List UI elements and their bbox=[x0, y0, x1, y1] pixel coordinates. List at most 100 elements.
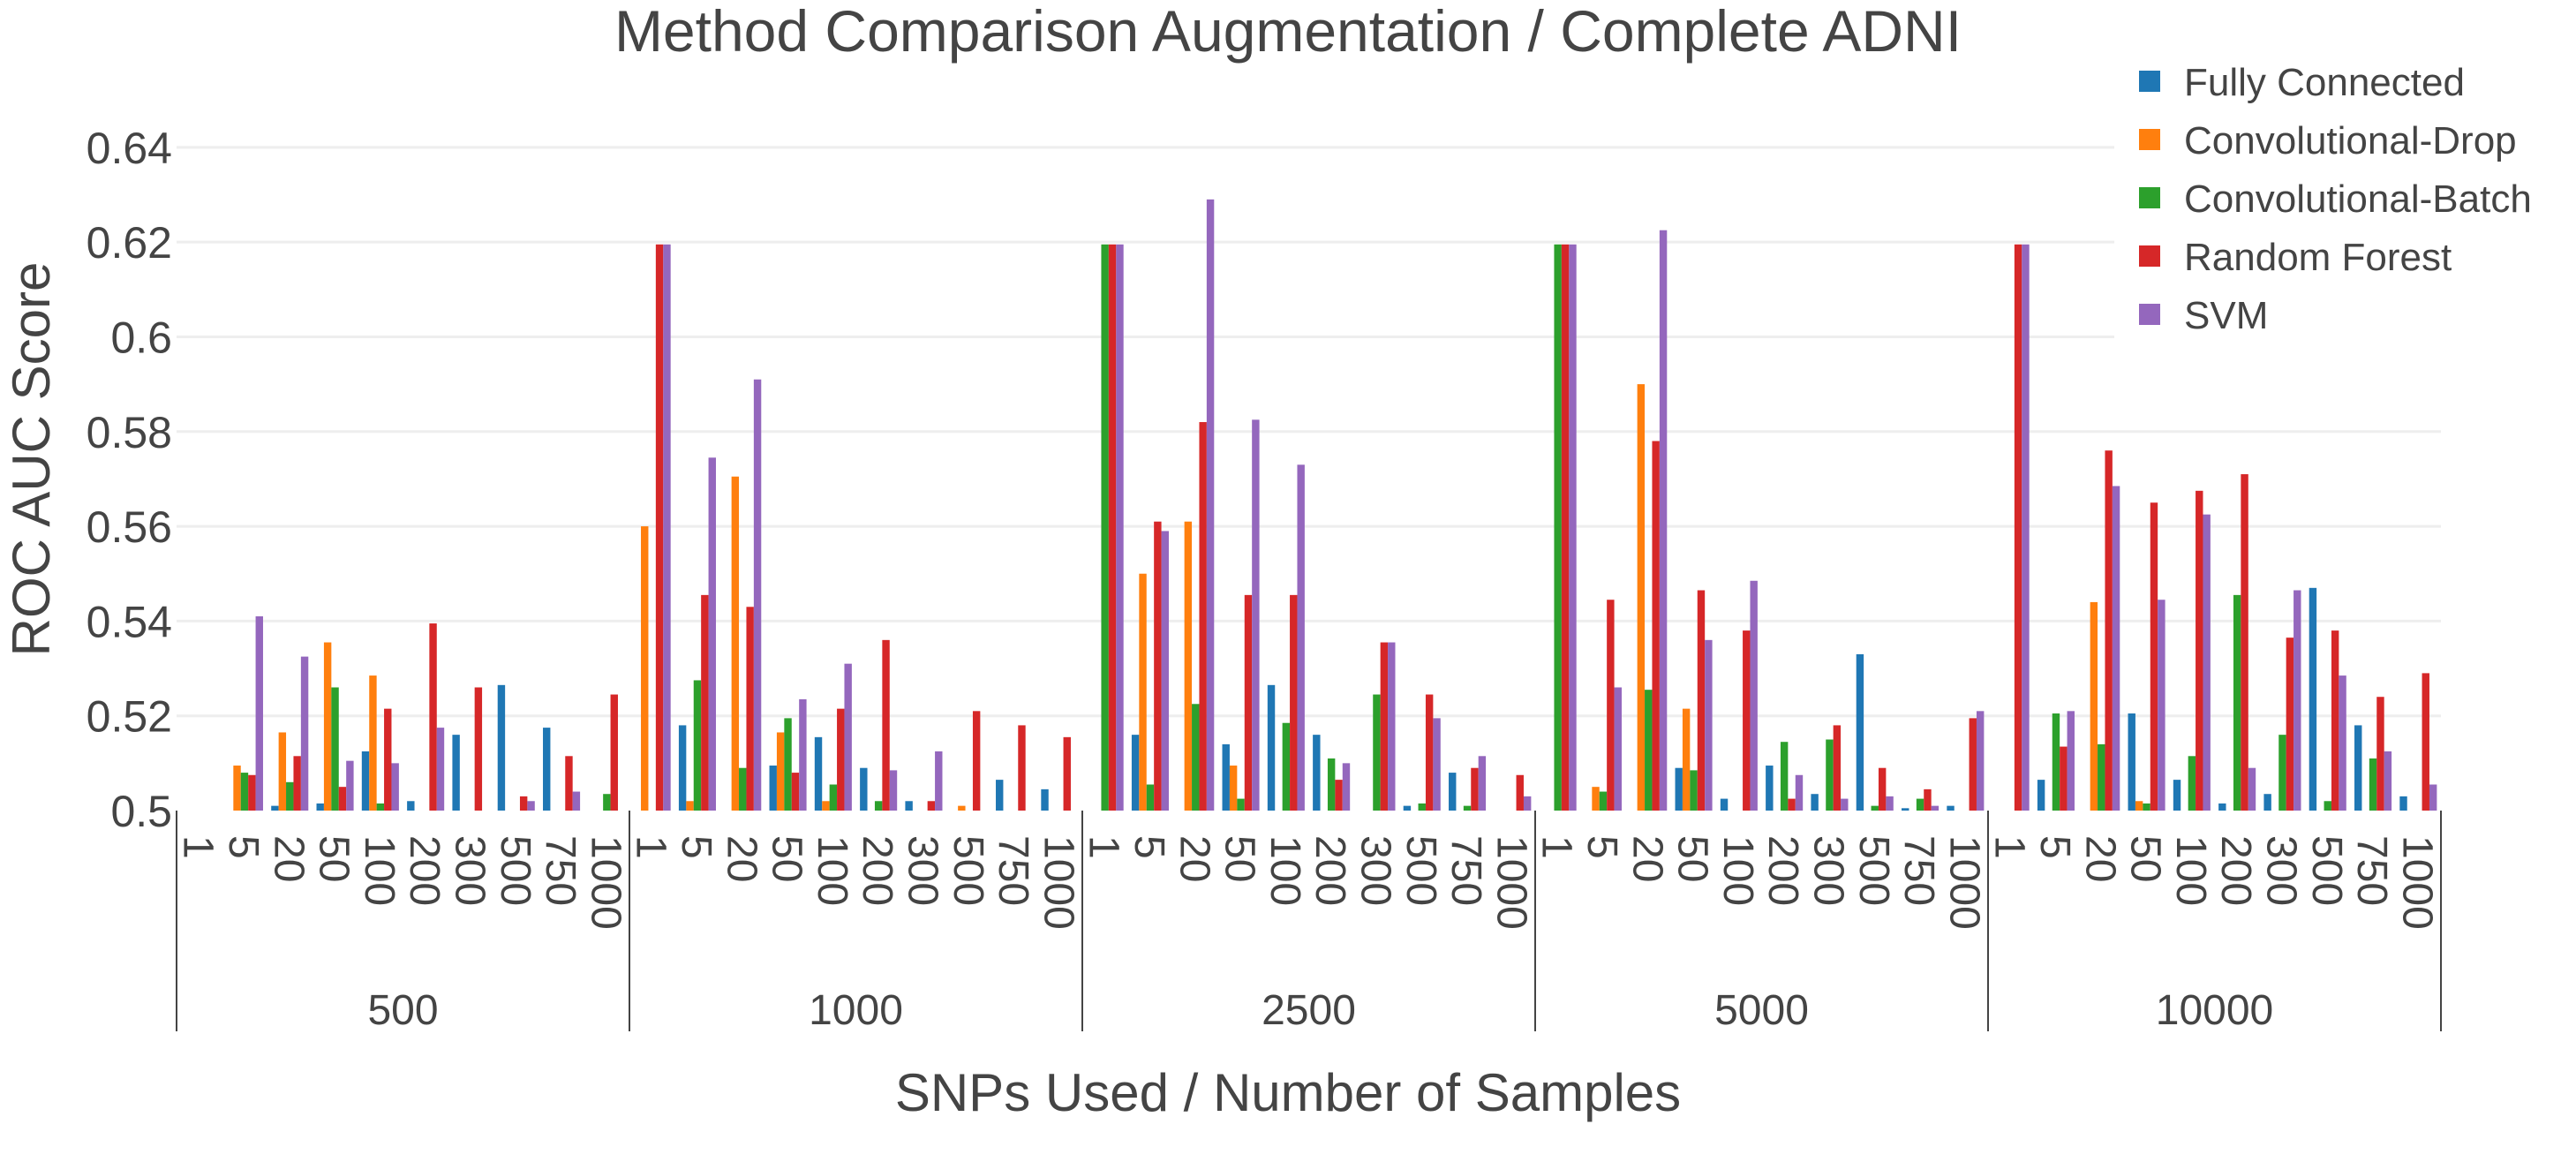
bar-fully-connected bbox=[1856, 653, 1864, 811]
group-label: 2500 bbox=[1262, 987, 1356, 1034]
bar-svm bbox=[2384, 751, 2392, 811]
bar-random-forest bbox=[2331, 630, 2339, 811]
x-tick-label: 1 bbox=[1081, 835, 1127, 859]
bar-fully-connected bbox=[1947, 805, 1955, 811]
bar-svm bbox=[1433, 718, 1441, 811]
bar-random-forest bbox=[2150, 502, 2158, 811]
bar-random-forest bbox=[1788, 798, 1796, 811]
bar-fully-connected bbox=[1131, 735, 1140, 811]
bar-convolutional-drop bbox=[822, 801, 830, 811]
bar-convolutional-batch bbox=[1554, 244, 1562, 811]
bar-convolutional-batch bbox=[1645, 690, 1653, 811]
bar-svm bbox=[2158, 600, 2165, 811]
x-tick-label: 750 bbox=[1442, 835, 1489, 906]
bar-random-forest bbox=[1878, 767, 1887, 811]
x-tick-label: 50 bbox=[1669, 835, 1716, 882]
bar-convolutional-drop bbox=[1184, 521, 1193, 811]
x-tick-label: 100 bbox=[809, 835, 855, 906]
x-tick-label: 200 bbox=[854, 835, 900, 906]
x-tick-label: 500 bbox=[2303, 835, 2350, 906]
bar-convolutional-batch bbox=[1146, 784, 1155, 811]
legend-background bbox=[2114, 53, 2576, 344]
legend-swatch bbox=[2139, 71, 2160, 92]
x-tick-label: 300 bbox=[446, 835, 493, 906]
bar-convolutional-drop bbox=[2090, 601, 2098, 811]
bar-svm bbox=[1388, 642, 1396, 811]
x-tick-labels: 1520501002003005007501000152050100200300… bbox=[175, 835, 2441, 930]
bar-random-forest bbox=[746, 607, 754, 811]
x-tick-label: 750 bbox=[2348, 835, 2395, 906]
y-tick-label: 0.64 bbox=[87, 124, 172, 173]
bar-convolutional-batch bbox=[2278, 735, 2286, 811]
bar-svm bbox=[1976, 711, 1985, 811]
x-tick-label: 500 bbox=[945, 835, 991, 906]
bar-convolutional-drop bbox=[1637, 384, 1646, 811]
bar-svm bbox=[1206, 199, 1215, 811]
x-tick-label: 1000 bbox=[2393, 835, 2440, 930]
bar-fully-connected bbox=[1222, 743, 1230, 811]
bar-random-forest bbox=[2422, 673, 2429, 811]
x-tick-label: 20 bbox=[1623, 835, 1670, 882]
bar-convolutional-batch bbox=[1599, 791, 1608, 811]
bar-random-forest bbox=[2196, 490, 2203, 811]
bar-convolutional-batch bbox=[1690, 770, 1698, 811]
x-tick-label: 1 bbox=[628, 835, 674, 859]
legend-swatch bbox=[2139, 187, 2160, 208]
bar-random-forest bbox=[1969, 718, 1977, 811]
x-tick-label: 750 bbox=[537, 835, 584, 906]
bar-convolutional-batch bbox=[1418, 803, 1426, 811]
bar-random-forest bbox=[655, 244, 664, 811]
bar-svm bbox=[1931, 805, 1940, 811]
bar-convolutional-batch bbox=[1871, 805, 1879, 811]
bar-svm bbox=[663, 244, 671, 811]
bar-fully-connected bbox=[1811, 794, 1819, 811]
bar-svm bbox=[1116, 244, 1124, 811]
bar-convolutional-drop bbox=[686, 801, 694, 811]
bar-convolutional-drop bbox=[776, 732, 785, 811]
legend: Fully Connected Convolutional-Drop Convolu… bbox=[2114, 53, 2576, 344]
legend-label: Random Forest bbox=[2184, 236, 2452, 279]
x-tick-label: 500 bbox=[1397, 835, 1444, 906]
x-tick-label: 300 bbox=[899, 835, 945, 906]
x-tick-label: 1000 bbox=[582, 835, 629, 930]
bar-convolutional-batch bbox=[739, 767, 747, 811]
y-axis-title: ROC AUC Score bbox=[2, 262, 61, 657]
bar-random-forest bbox=[384, 708, 392, 811]
group-label: 500 bbox=[367, 987, 438, 1034]
bar-fully-connected bbox=[1902, 808, 1909, 811]
bar-svm bbox=[844, 663, 852, 811]
bar-convolutional-drop bbox=[958, 805, 966, 811]
x-tick-label: 300 bbox=[1804, 835, 1851, 906]
legend-swatch bbox=[2139, 245, 2160, 267]
x-tick-label: 5 bbox=[2031, 835, 2078, 859]
bar-svm bbox=[1523, 796, 1532, 811]
x-tick-label: 1 bbox=[1986, 835, 2033, 859]
x-tick-label: 100 bbox=[2167, 835, 2214, 906]
bar-random-forest bbox=[882, 639, 890, 811]
legend-label: Convolutional-Batch bbox=[2184, 177, 2532, 221]
bar-convolutional-batch bbox=[2098, 743, 2105, 811]
bar-convolutional-batch bbox=[1826, 739, 1834, 811]
legend-label: Fully Connected bbox=[2184, 61, 2465, 104]
y-tick-label: 0.52 bbox=[87, 692, 172, 742]
bar-svm bbox=[2022, 244, 2030, 811]
bar-random-forest bbox=[1425, 694, 1434, 811]
group-label: 1000 bbox=[809, 987, 903, 1034]
bar-random-forest bbox=[1516, 774, 1524, 811]
x-tick-label: 100 bbox=[1262, 835, 1308, 906]
bar-random-forest bbox=[1063, 736, 1071, 811]
bar-fully-connected bbox=[2218, 803, 2226, 811]
bar-random-forest bbox=[565, 756, 573, 811]
x-tick-label: 200 bbox=[2212, 835, 2259, 906]
bar-svm bbox=[1342, 763, 1351, 811]
bar-convolutional-drop bbox=[1682, 708, 1691, 811]
bar-random-forest bbox=[1380, 642, 1389, 811]
bar-svm bbox=[1841, 798, 1849, 811]
bar-random-forest bbox=[1018, 725, 1026, 811]
bar-random-forest bbox=[1561, 244, 1570, 811]
bar-random-forest bbox=[1471, 767, 1479, 811]
bar-fully-connected bbox=[1267, 684, 1276, 811]
bar-convolutional-drop bbox=[641, 526, 649, 811]
bar-fully-connected bbox=[316, 803, 324, 811]
group-labels: 500 1000 2500 5000 10000 bbox=[367, 987, 2273, 1034]
